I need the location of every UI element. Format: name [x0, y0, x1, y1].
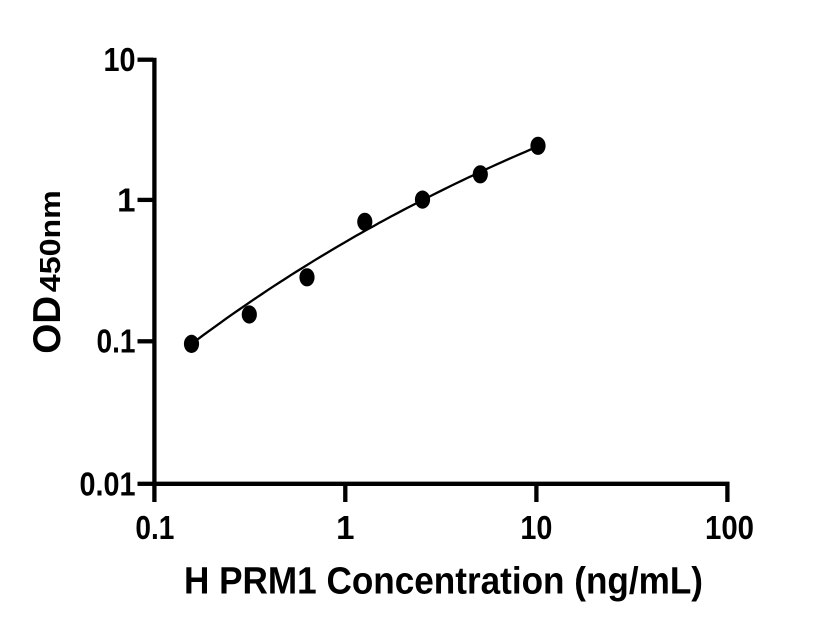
- svg-text:100: 100: [705, 509, 754, 546]
- svg-text:450nm: 450nm: [35, 190, 67, 292]
- svg-text:0.1: 0.1: [97, 323, 136, 360]
- svg-text:10: 10: [520, 509, 552, 546]
- svg-text:10: 10: [104, 41, 136, 78]
- svg-text:0.1: 0.1: [135, 509, 174, 546]
- svg-text:OD: OD: [26, 296, 69, 354]
- svg-text:H PRM1 Concentration (ng/mL): H PRM1 Concentration (ng/mL): [184, 561, 703, 603]
- svg-text:1: 1: [336, 509, 354, 546]
- svg-text:0.01: 0.01: [80, 465, 136, 502]
- svg-text:1: 1: [117, 181, 135, 218]
